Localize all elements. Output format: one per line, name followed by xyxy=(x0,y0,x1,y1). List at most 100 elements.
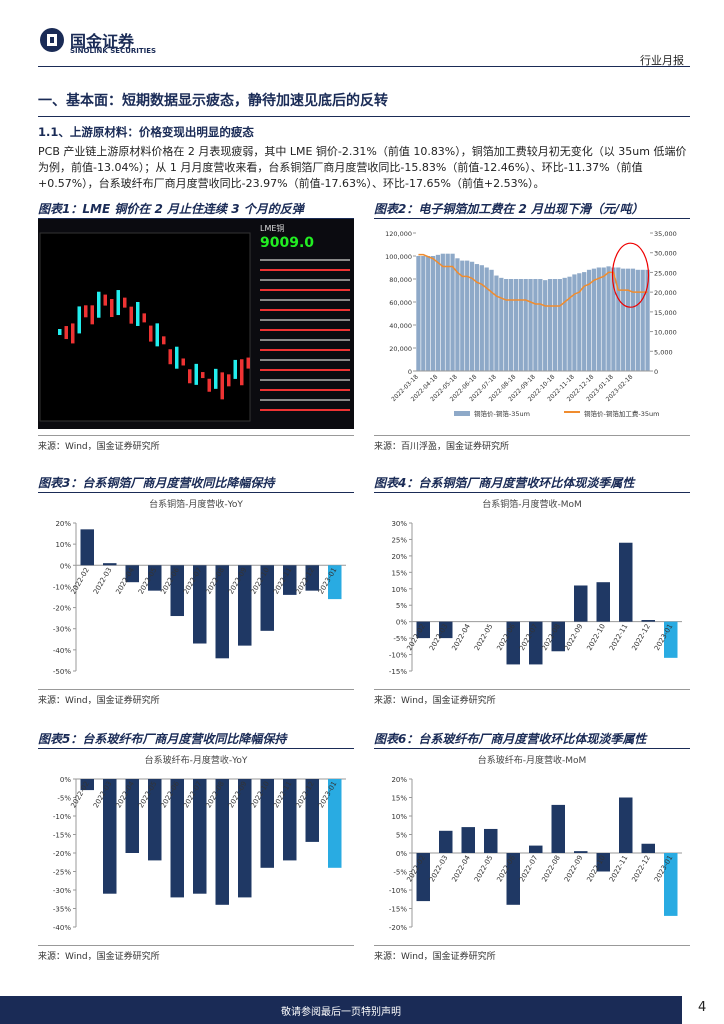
bar xyxy=(461,827,475,853)
y-tick-label: 15% xyxy=(391,795,407,803)
bar xyxy=(103,779,117,894)
quote-row-decor xyxy=(260,259,350,261)
bar xyxy=(215,565,229,659)
bar xyxy=(572,274,577,371)
y-tick-label: 60,000 xyxy=(389,299,412,307)
y-tick-label: -20% xyxy=(53,605,71,613)
y-tick-label: -30% xyxy=(53,626,71,634)
figure-chart: 0 20,000 40,000 60,000 80,000 100,000 120,000 0… xyxy=(385,230,677,418)
y-tick-label: -5% xyxy=(393,635,407,643)
bar xyxy=(616,267,621,371)
bar xyxy=(506,853,520,905)
bar xyxy=(574,851,588,853)
figure-caption: 图表5：台系玻纤布厂商月度营收同比降幅保持 xyxy=(38,730,354,749)
figure-chart: 台系铜箔-月度营收-YoY -50% -40% -30% -20% -10% 0% 10% 20… xyxy=(53,498,346,676)
bar xyxy=(664,853,678,916)
figure-source: 来源：Wind，国金证券研究所 xyxy=(38,689,354,706)
bar xyxy=(596,267,601,371)
quote-row-decor xyxy=(260,319,350,321)
figure-caption: 图表2：电子铜箔加工费在 2 月出现下滑（元/吨） xyxy=(374,200,690,219)
bar xyxy=(619,797,633,853)
y-tick-label: -10% xyxy=(53,813,71,821)
bar xyxy=(416,853,430,902)
x-tick-label: 2022-05 xyxy=(473,623,495,652)
y-tick-label: 5% xyxy=(396,832,407,840)
bar xyxy=(305,779,319,842)
bar xyxy=(529,845,543,853)
candle-decor xyxy=(116,290,120,316)
bar xyxy=(125,565,139,583)
y-tick-label: -10% xyxy=(53,583,71,591)
candle-decor xyxy=(181,358,185,366)
bar xyxy=(582,272,587,371)
bar xyxy=(148,565,162,591)
x-tick-label: 2022-03 xyxy=(428,854,450,883)
candle-decor xyxy=(110,299,114,318)
bar xyxy=(506,621,520,665)
y2-tick-label: 10,000 xyxy=(654,329,677,337)
figure-source: 来源：Wind，国金证券研究所 xyxy=(38,435,354,452)
y-tick-label: -10% xyxy=(389,652,407,660)
figure-source: 来源：Wind，国金证券研究所 xyxy=(38,945,354,962)
candle-decor xyxy=(227,374,231,387)
page-number: 4 xyxy=(698,1000,707,1015)
candle-decor xyxy=(201,372,205,379)
quote-row-decor xyxy=(260,379,350,381)
y-tick-label: -15% xyxy=(53,832,71,840)
y-tick-label: 30% xyxy=(391,520,407,528)
y-tick-label: 5% xyxy=(396,602,407,610)
figure: 图表1：LME 铜价在 2 月止住连续 3 个月的反弹 LME铜 9009.0 来源：… xyxy=(38,200,354,452)
figure-chart: 台系玻纤布-月度营收-YoY -40% -35% -30% -25% -20% -15% -1… xyxy=(53,754,346,932)
quote-row-decor xyxy=(260,399,350,401)
bar xyxy=(450,253,455,371)
candle-decor xyxy=(155,323,159,347)
bar xyxy=(574,585,588,622)
y-tick-label: -20% xyxy=(53,850,71,858)
bar xyxy=(508,279,514,371)
bar xyxy=(489,269,494,371)
quote-row-decor xyxy=(260,369,350,371)
y-tick-label: 80,000 xyxy=(389,276,412,284)
bar xyxy=(641,620,655,622)
figure: 图表2：电子铜箔加工费在 2 月出现下滑（元/吨） 0 20,000 40,000 60… xyxy=(374,200,690,452)
bar xyxy=(421,256,426,371)
y-tick-label: 10% xyxy=(55,541,71,549)
figure-chart: LME铜 9009.0 xyxy=(38,219,354,429)
figure-caption: 图表3：台系铜箔厂商月度营收同比降幅保持 xyxy=(38,474,354,493)
logo-sub: SINOLINK SECURITIES xyxy=(70,47,157,55)
bar xyxy=(533,279,538,371)
candle-decor xyxy=(194,363,198,385)
quote-row-decor xyxy=(260,349,350,351)
y-tick-label: 0% xyxy=(396,619,407,627)
candle-decor xyxy=(84,305,88,318)
x-tick-label: 2022-04 xyxy=(450,854,472,884)
candle-decor xyxy=(129,306,133,324)
screenshot-title: LME铜 xyxy=(260,223,284,233)
quote-row-decor xyxy=(260,279,350,281)
bar xyxy=(238,779,252,898)
bar xyxy=(567,276,572,371)
candle-decor xyxy=(64,326,68,340)
legend-label: 铜箔价-铜箔加工费-35um xyxy=(584,409,659,418)
bar xyxy=(529,621,543,665)
bar xyxy=(445,253,450,371)
bar xyxy=(551,804,565,853)
y-tick-label: 10% xyxy=(391,586,407,594)
screenshot-price: 9009.0 xyxy=(260,235,314,251)
bar xyxy=(640,269,645,371)
bar xyxy=(528,279,533,371)
bar xyxy=(577,273,582,371)
figure-caption: 图表4：台系铜箔厂商月度营收环比体现淡季属性 xyxy=(374,474,690,493)
bar xyxy=(635,269,640,371)
legend-label: 铜箔价-铜箔-35um xyxy=(474,409,530,418)
x-tick-label: 2022-05 xyxy=(473,854,495,883)
bar xyxy=(80,529,94,566)
y2-tick-label: 25,000 xyxy=(654,269,677,277)
bar xyxy=(547,279,553,371)
paragraph: PCB 产业链上游原材料价格在 2 月表现疲弱，其中 LME 铜价-2.31%（… xyxy=(38,145,687,190)
bar xyxy=(586,269,592,371)
bar xyxy=(484,267,489,371)
bar xyxy=(193,565,207,644)
x-tick-label: 2022-11 xyxy=(608,623,630,652)
